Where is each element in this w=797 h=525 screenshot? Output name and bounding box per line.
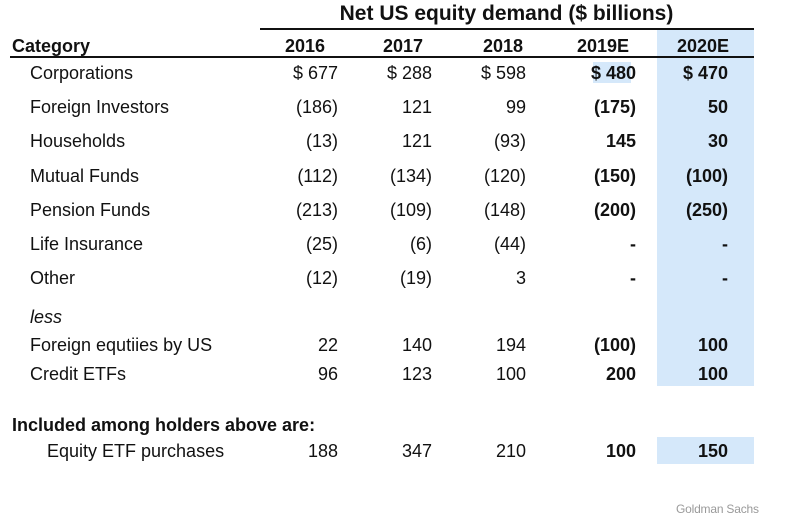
row-life-insurance-label: Life Insurance — [30, 234, 144, 254]
forecast-2020-highlight — [657, 30, 754, 386]
row-mutual-funds-2020e: (100) — [685, 166, 728, 186]
row-foreign-investors-2020e: 50 — [707, 97, 728, 117]
row-equity-etf-2018: 210 — [495, 441, 526, 461]
row-equity-etf-2016: 188 — [307, 441, 338, 461]
row-pension-funds-2020e: (250) — [685, 200, 728, 220]
row-equity-etf-2017: 347 — [401, 441, 432, 461]
row-life-insurance-2019e: - — [630, 234, 636, 254]
row-pension-funds-2018: (148) — [483, 200, 526, 220]
row-households-2016: (13) — [305, 131, 338, 151]
row-equity-etf-2019e: 100 — [605, 441, 636, 461]
row-pension-funds-2016: (213) — [295, 200, 338, 220]
row-corporations-2017: $ 288 — [386, 63, 432, 83]
row-mutual-funds-2018: (120) — [483, 166, 526, 186]
header-rule — [10, 56, 754, 58]
row-mutual-funds-2016: (112) — [297, 166, 338, 186]
row-foreign-equities-2016: 22 — [317, 335, 338, 355]
included-section-heading: Included among holders above are: — [12, 415, 316, 435]
row-foreign-equities-2017: 140 — [401, 335, 432, 355]
row-foreign-investors-2019e: (175) — [593, 97, 636, 117]
row-households-2017: 121 — [401, 131, 432, 151]
corporations-2019-selection — [593, 62, 631, 83]
table-title: Net US equity demand ($ billions) — [339, 2, 674, 25]
less-label: less — [30, 307, 63, 327]
etf-2020-highlight — [657, 437, 754, 464]
row-other-2020e: - — [722, 268, 728, 288]
row-credit-etfs-2019e: 200 — [605, 364, 636, 384]
row-foreign-investors-2016: (186) — [295, 97, 338, 117]
row-credit-etfs-label: Credit ETFs — [30, 364, 127, 384]
row-foreign-equities-2018: 194 — [495, 335, 526, 355]
row-other-2019e: - — [630, 268, 636, 288]
row-corporations-2018: $ 598 — [480, 63, 526, 83]
row-corporations-label: Corporations — [30, 63, 134, 83]
row-corporations-2016: $ 677 — [292, 63, 338, 83]
row-households-2018: (93) — [493, 131, 526, 151]
row-households-label: Households — [30, 131, 126, 151]
header-year-2018: 2018 — [482, 36, 524, 56]
row-households-2019e: 145 — [605, 131, 636, 151]
row-credit-etfs-2017: 123 — [401, 364, 432, 384]
row-foreign-investors-2018: 99 — [505, 97, 526, 117]
row-other-label: Other — [30, 268, 76, 288]
row-credit-etfs-2018: 100 — [495, 364, 526, 384]
row-pension-funds-label: Pension Funds — [30, 200, 151, 220]
row-life-insurance-2018: (44) — [493, 234, 526, 254]
row-foreign-investors-2017: 121 — [401, 97, 432, 117]
row-mutual-funds-label: Mutual Funds — [30, 166, 140, 186]
row-corporations-2019e: $ 480 — [590, 63, 636, 83]
row-other-2016: (12) — [305, 268, 338, 288]
header-year-2016: 2016 — [284, 36, 326, 56]
row-foreign-equities-2020e: 100 — [697, 335, 728, 355]
row-life-insurance-2017: (6) — [410, 234, 432, 254]
row-credit-etfs-2020e: 100 — [697, 364, 728, 384]
row-equity-etf-label: Equity ETF purchases — [47, 441, 225, 461]
row-other-2017: (19) — [399, 268, 432, 288]
header-year-2019e: 2019E — [576, 36, 630, 56]
row-mutual-funds-2017: (134) — [389, 166, 432, 186]
row-households-2020e: 30 — [707, 131, 728, 151]
source-logo-text: Goldman Sachs — [676, 502, 759, 516]
header-year-2020e: 2020E — [676, 36, 730, 56]
header-category: Category — [12, 36, 91, 56]
row-credit-etfs-2016: 96 — [317, 364, 338, 384]
header-year-2017: 2017 — [382, 36, 424, 56]
row-life-insurance-2020e: - — [722, 234, 728, 254]
row-mutual-funds-2019e: (150) — [593, 166, 636, 186]
row-corporations-2020e: $ 470 — [682, 63, 728, 83]
row-foreign-investors-label: Foreign Investors — [30, 97, 170, 117]
row-equity-etf-2020e: 150 — [697, 441, 728, 461]
row-pension-funds-2017: (109) — [389, 200, 432, 220]
row-pension-funds-2019e: (200) — [593, 200, 636, 220]
row-other-2018: 3 — [515, 268, 526, 288]
row-foreign-equities-2019e: (100) — [593, 335, 636, 355]
row-foreign-equities-label: Foreign equtiies by US — [30, 335, 213, 355]
row-life-insurance-2016: (25) — [305, 234, 338, 254]
title-rule — [260, 28, 754, 30]
